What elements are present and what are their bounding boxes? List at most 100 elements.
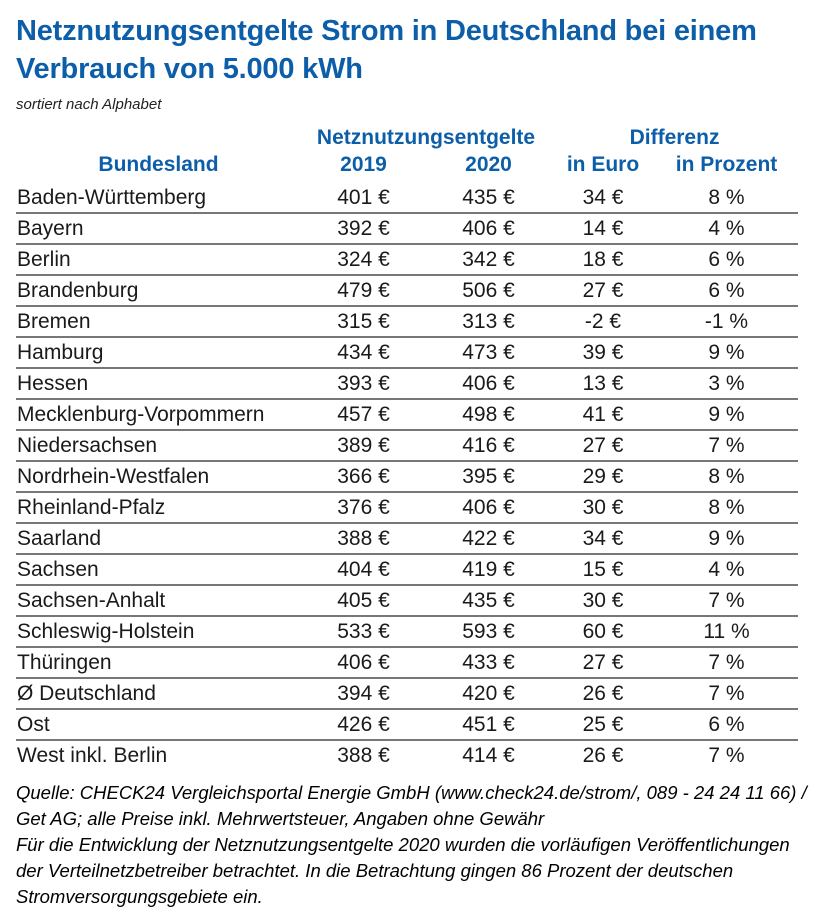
value-cell: 7 % — [655, 647, 799, 679]
value-cell: 406 € — [426, 368, 552, 400]
value-cell: 27 € — [551, 430, 656, 462]
state-name: Saarland — [16, 523, 301, 555]
value-cell: 4 % — [655, 213, 799, 245]
table-row: Brandenburg 479 €506 €27 €6 % — [16, 275, 799, 307]
table-row: Berlin 324 €342 €18 €6 % — [16, 244, 799, 276]
value-cell: 394 € — [301, 678, 426, 710]
state-name: Sachsen-Anhalt — [16, 585, 301, 617]
value-cell: 11 % — [655, 616, 799, 648]
group-header-spacer — [16, 123, 301, 151]
value-cell: 593 € — [426, 616, 552, 648]
value-cell: 315 € — [301, 306, 426, 338]
table-row: Mecklenburg-Vorpommern 457 €498 €41 €9 % — [16, 399, 799, 431]
value-cell: 313 € — [426, 306, 552, 338]
value-cell: 9 % — [655, 523, 799, 555]
table-row: West inkl. Berlin 388 € 414 € 26 € 7 % — [16, 740, 798, 770]
value-cell: 30 € — [551, 585, 656, 617]
table-row: Bremen 315 €313 € -2 € -1 % — [16, 306, 799, 338]
table-row: Niedersachsen 389 €416 €27 €7 % — [16, 430, 799, 462]
value-cell: 451 € — [426, 709, 552, 741]
value-cell: 29 € — [551, 461, 656, 493]
value-cell: 435 € — [426, 585, 552, 617]
value-cell: 473 € — [426, 337, 552, 369]
value-cell: 405 € — [301, 585, 426, 617]
group-header-row: Netznutzungsentgelte Differenz — [16, 123, 798, 151]
value-cell: 34 € — [551, 183, 656, 214]
state-name: Thüringen — [16, 647, 301, 679]
value-cell: 4 % — [655, 554, 799, 586]
value-cell: 366 € — [301, 461, 426, 493]
group-header-fees: Netznutzungsentgelte — [316, 126, 536, 149]
value-cell: 14 € — [551, 213, 656, 245]
value-cell: 8 % — [655, 183, 799, 214]
value-cell: 3 % — [655, 368, 799, 400]
value-cell: 324 € — [301, 244, 426, 276]
value-cell: -2 € — [551, 306, 656, 338]
state-name: Hamburg — [16, 337, 301, 369]
value-cell: 392 € — [301, 213, 426, 245]
value-cell: 7 % — [655, 430, 799, 462]
table-row: Baden-Württemberg 401 €435 €34 €8 % — [16, 183, 799, 214]
column-header-in-euro: in Euro — [566, 153, 640, 176]
value-cell: 27 € — [551, 275, 656, 307]
value-cell: 533 € — [301, 616, 426, 648]
value-cell: 389 € — [301, 430, 426, 462]
value-cell: 41 € — [551, 399, 656, 431]
value-cell: 18 € — [551, 244, 656, 276]
table-body: Baden-Württemberg 401 €435 €34 €8 % Bayern… — [16, 183, 799, 770]
value-cell: 457 € — [301, 399, 426, 431]
state-name: Ø Deutschland — [16, 678, 301, 710]
value-cell: 406 € — [426, 213, 552, 245]
value-cell: 6 % — [655, 244, 799, 276]
value-cell: 420 € — [426, 678, 552, 710]
value-cell: 434 € — [301, 337, 426, 369]
value-cell: 342 € — [426, 244, 552, 276]
value-cell: 406 € — [426, 492, 552, 524]
value-cell: 7 % — [655, 585, 799, 617]
state-name: West inkl. Berlin — [17, 743, 168, 767]
value-cell: 404 € — [301, 554, 426, 586]
value-cell: 26 € — [551, 678, 656, 710]
column-header-2019: 2019 — [340, 153, 387, 176]
state-name: Baden-Württemberg — [16, 183, 301, 214]
value-cell: 60 € — [551, 616, 656, 648]
value-cell: 388 € — [337, 743, 390, 767]
table-row: Ø Deutschland 394 €420 €26 €7 % — [16, 678, 799, 710]
value-cell: 30 € — [551, 492, 656, 524]
value-cell: 27 € — [551, 647, 656, 679]
value-cell: 422 € — [426, 523, 552, 555]
value-cell: 406 € — [301, 647, 426, 679]
state-name: Mecklenburg-Vorpommern — [16, 399, 301, 431]
value-cell: 6 % — [655, 709, 799, 741]
table-row: Hessen 393 €406 €13 €3 % — [16, 368, 799, 400]
value-cell: 419 € — [426, 554, 552, 586]
value-cell: 7 % — [708, 743, 745, 767]
value-cell: 6 % — [655, 275, 799, 307]
value-cell: 498 € — [426, 399, 552, 431]
state-name: Brandenburg — [16, 275, 301, 307]
state-name: Bayern — [16, 213, 301, 245]
value-cell: 414 € — [462, 743, 515, 767]
column-header-2020: 2020 — [465, 153, 512, 176]
footnotes: Quelle: CHECK24 Vergleichsportal Energie… — [16, 780, 816, 910]
table-row: Ost 426 €451 €25 €6 % — [16, 709, 799, 741]
value-cell: 435 € — [426, 183, 552, 214]
value-cell: 9 % — [655, 337, 799, 369]
value-cell: 426 € — [301, 709, 426, 741]
column-header-row: Bundesland 2019 2020 in Euro in Prozent — [16, 151, 798, 183]
value-cell: 34 € — [551, 523, 656, 555]
state-name: Rheinland-Pfalz — [16, 492, 301, 524]
value-cell: 13 € — [551, 368, 656, 400]
value-cell: 416 € — [426, 430, 552, 462]
value-cell: 39 € — [551, 337, 656, 369]
table-row: Saarland 388 €422 €34 €9 % — [16, 523, 799, 555]
table-row: Bayern 392 €406 €14 €4 % — [16, 213, 799, 245]
column-header-bundesland: Bundesland — [98, 153, 219, 176]
value-cell: 401 € — [301, 183, 426, 214]
value-cell: 9 % — [655, 399, 799, 431]
table-row: Schleswig-Holstein 533 €593 €60 €11 % — [16, 616, 799, 648]
value-cell: 26 € — [582, 743, 624, 767]
table-row: Sachsen-Anhalt 405 €435 €30 €7 % — [16, 585, 799, 617]
methodology-note: Für die Entwicklung der Netznutzungsentg… — [16, 834, 790, 907]
